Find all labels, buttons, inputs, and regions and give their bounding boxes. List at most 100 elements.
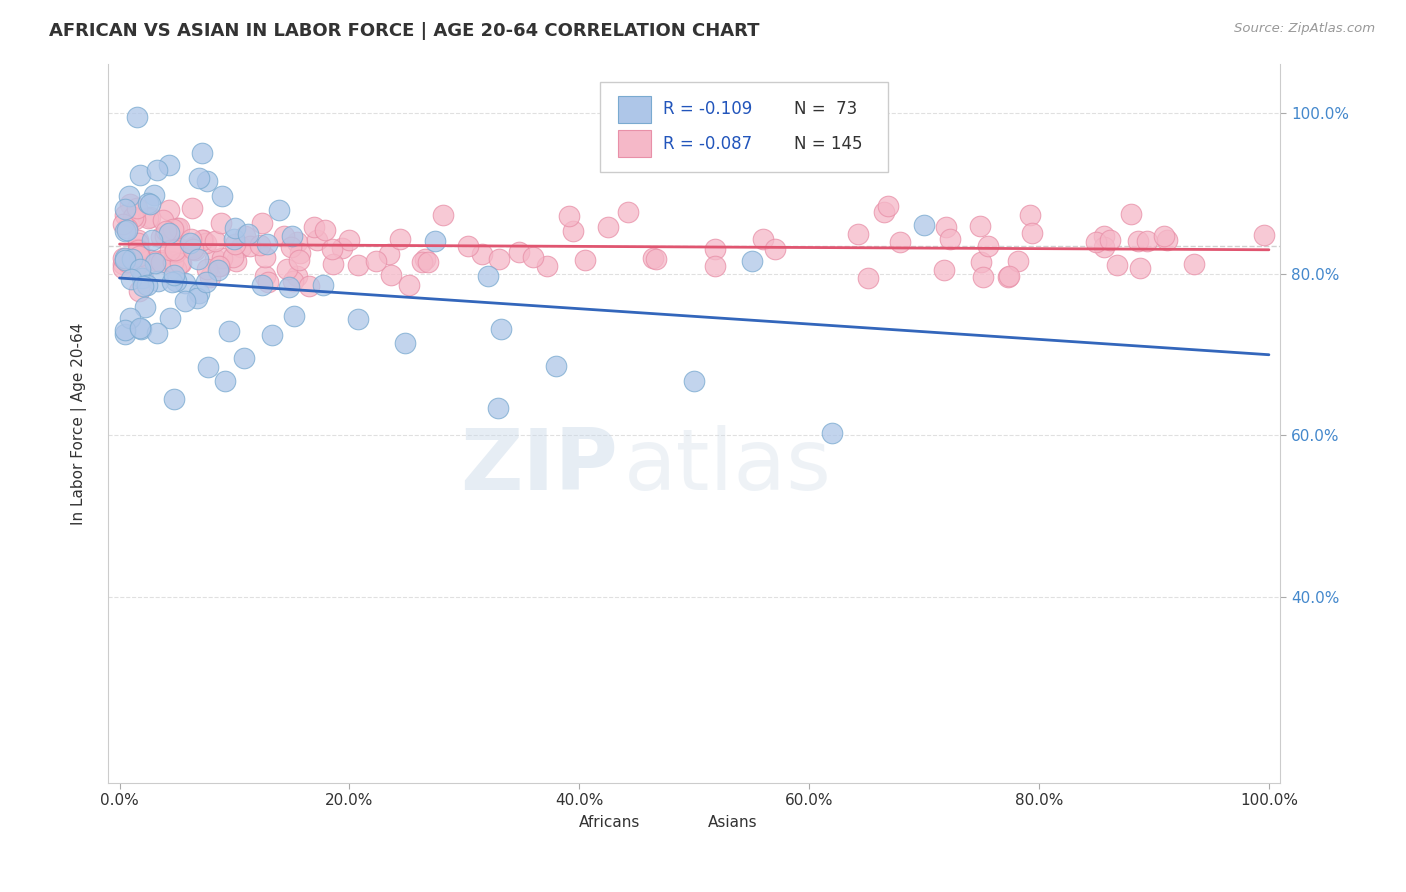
Point	[321, 242, 343, 256]
Point	[186, 291, 208, 305]
Point	[129, 169, 152, 183]
Point	[1126, 235, 1149, 249]
Point	[179, 236, 201, 251]
Point	[114, 224, 136, 238]
Point	[938, 232, 960, 246]
Point	[162, 255, 184, 269]
Point	[683, 375, 706, 389]
Point	[254, 268, 277, 283]
Point	[200, 270, 222, 285]
Point	[222, 250, 245, 264]
Point	[165, 274, 187, 288]
Point	[1182, 256, 1205, 270]
Point	[821, 425, 844, 440]
Point	[163, 237, 186, 252]
Point	[280, 240, 302, 254]
Point	[471, 247, 494, 261]
Point	[307, 233, 329, 247]
Point	[136, 252, 159, 267]
FancyBboxPatch shape	[600, 82, 887, 172]
Text: N =  73: N = 73	[794, 100, 858, 119]
Point	[204, 252, 226, 267]
Point	[209, 216, 232, 230]
Point	[180, 232, 202, 246]
Point	[136, 278, 159, 293]
FancyBboxPatch shape	[619, 130, 651, 158]
Point	[312, 277, 335, 292]
Point	[190, 233, 212, 247]
Point	[117, 254, 139, 268]
Point	[257, 275, 280, 289]
Point	[211, 251, 233, 265]
Point	[127, 202, 149, 216]
Point	[970, 255, 993, 269]
Point	[250, 216, 273, 230]
Text: N = 145: N = 145	[794, 135, 862, 153]
Point	[141, 233, 163, 247]
Point	[188, 285, 211, 300]
Point	[415, 252, 437, 266]
Point	[128, 244, 150, 258]
Point	[155, 229, 177, 244]
Point	[132, 270, 155, 285]
Point	[856, 271, 879, 285]
Point	[163, 244, 186, 258]
FancyBboxPatch shape	[676, 810, 703, 831]
Point	[561, 224, 583, 238]
Point	[187, 252, 209, 267]
Point	[997, 269, 1019, 284]
Point	[752, 232, 775, 246]
Point	[128, 262, 150, 277]
Point	[741, 253, 763, 268]
Point	[204, 234, 226, 248]
Point	[418, 255, 440, 269]
Point	[998, 269, 1021, 284]
Point	[209, 260, 232, 274]
Text: Asians: Asians	[709, 814, 758, 830]
Point	[111, 257, 134, 271]
Point	[889, 235, 911, 249]
Point	[181, 240, 204, 254]
Point	[138, 211, 160, 225]
Point	[111, 260, 134, 275]
Point	[645, 252, 668, 266]
Point	[598, 219, 620, 234]
Point	[128, 249, 150, 263]
Point	[146, 274, 169, 288]
Point	[114, 251, 136, 265]
Point	[120, 252, 142, 266]
Point	[254, 250, 277, 264]
Point	[139, 196, 162, 211]
Point	[224, 236, 246, 251]
Point	[1107, 258, 1129, 272]
Point	[394, 335, 416, 350]
Point	[208, 259, 231, 273]
Point	[489, 322, 512, 336]
Point	[1129, 260, 1152, 275]
Point	[157, 158, 180, 172]
Point	[256, 236, 278, 251]
Point	[181, 242, 204, 256]
Point	[488, 252, 510, 266]
Point	[114, 202, 136, 216]
Point	[1092, 228, 1115, 243]
Point	[330, 241, 353, 255]
Text: R = -0.109: R = -0.109	[662, 100, 752, 119]
Text: ZIP: ZIP	[460, 425, 619, 508]
Point	[704, 242, 727, 256]
Point	[146, 162, 169, 177]
Text: atlas: atlas	[624, 425, 832, 508]
FancyBboxPatch shape	[619, 95, 651, 123]
Point	[267, 203, 290, 218]
Point	[127, 236, 149, 251]
Point	[131, 322, 153, 336]
Point	[128, 284, 150, 298]
Point	[239, 238, 262, 252]
Point	[165, 245, 187, 260]
Point	[763, 242, 786, 256]
Point	[150, 255, 173, 269]
Point	[969, 219, 991, 234]
Point	[337, 233, 360, 247]
Point	[873, 205, 896, 219]
Point	[166, 220, 188, 235]
